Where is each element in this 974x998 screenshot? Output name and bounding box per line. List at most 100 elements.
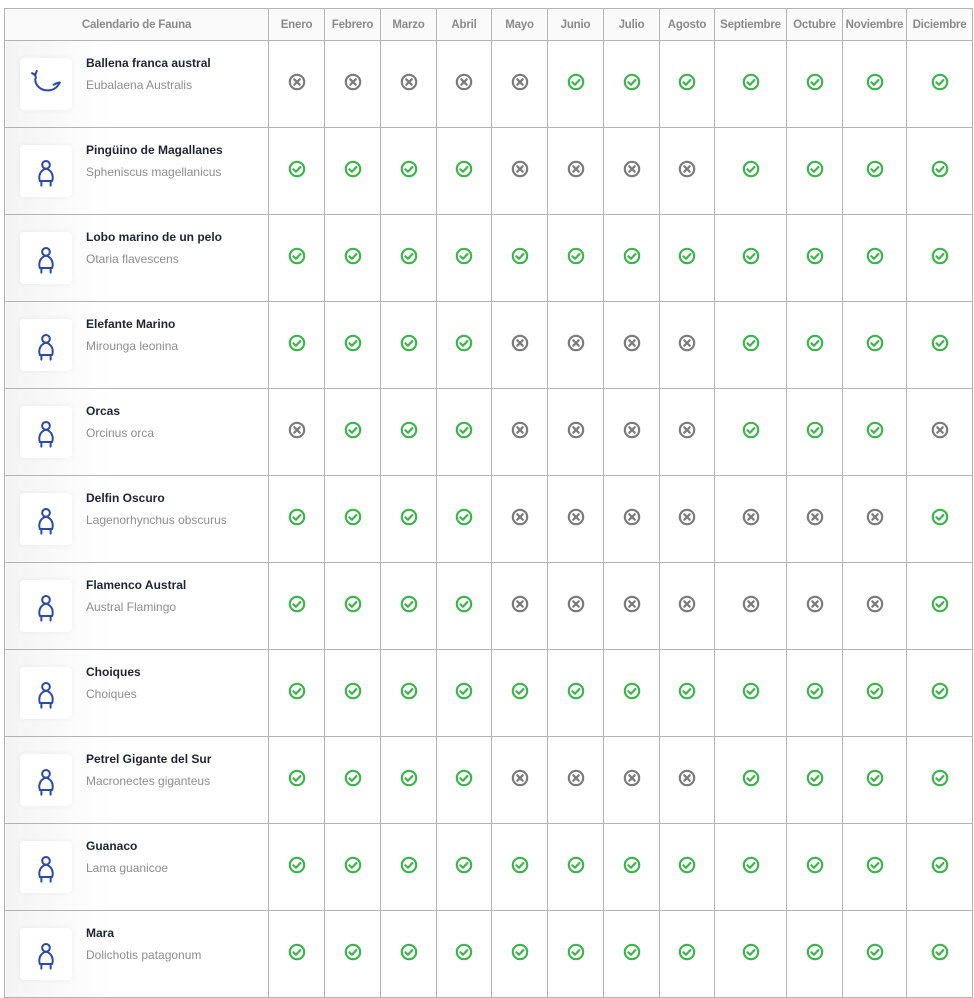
check-circle-icon xyxy=(678,682,696,704)
x-circle-icon xyxy=(866,595,884,617)
check-circle-icon xyxy=(931,247,949,269)
check-circle-icon xyxy=(931,160,949,182)
month-cell xyxy=(714,562,787,650)
check-circle-icon xyxy=(931,943,949,965)
month-cell xyxy=(842,910,907,998)
animal-name: Guanaco xyxy=(86,839,138,853)
month-cell xyxy=(436,388,492,476)
month-cell xyxy=(268,40,325,128)
month-cell xyxy=(268,475,325,563)
check-circle-icon xyxy=(455,334,473,356)
month-cell xyxy=(603,823,660,911)
month-cell xyxy=(436,40,492,128)
check-circle-icon xyxy=(931,682,949,704)
check-circle-icon xyxy=(455,682,473,704)
month-cell xyxy=(906,736,973,824)
month-cell xyxy=(436,214,492,302)
x-circle-icon xyxy=(742,595,760,617)
check-circle-icon xyxy=(400,334,418,356)
month-cell xyxy=(324,562,381,650)
check-circle-icon xyxy=(344,943,362,965)
month-cell xyxy=(603,649,660,737)
month-cell xyxy=(603,910,660,998)
month-cell xyxy=(380,823,437,911)
month-cell xyxy=(786,649,843,737)
header-month-enero: Enero xyxy=(268,8,325,41)
check-circle-icon xyxy=(567,73,585,95)
check-circle-icon xyxy=(931,769,949,791)
month-cell xyxy=(659,214,715,302)
check-circle-icon xyxy=(511,682,529,704)
x-circle-icon xyxy=(806,595,824,617)
month-cell xyxy=(491,388,548,476)
month-cell xyxy=(714,40,787,128)
header-month-julio: Julio xyxy=(603,8,660,41)
check-circle-icon xyxy=(400,682,418,704)
month-cell xyxy=(436,301,492,389)
check-circle-icon xyxy=(344,682,362,704)
animal-name: Lobo marino de un pelo xyxy=(86,230,222,244)
month-cell xyxy=(547,301,604,389)
check-circle-icon xyxy=(866,943,884,965)
month-cell xyxy=(436,736,492,824)
header-title: Calendario de Fauna xyxy=(4,8,269,41)
animal-cell: Ballena franca austral Eubalaena Austral… xyxy=(4,40,269,128)
check-circle-icon xyxy=(288,682,306,704)
month-cell xyxy=(714,127,787,215)
animal-name: Orcas xyxy=(86,404,121,418)
month-cell xyxy=(603,475,660,563)
elephant-seal-icon xyxy=(20,319,72,371)
animal-cell: Lobo marino de un pelo Otaria flavescens xyxy=(4,214,269,302)
animal-name: Ballena franca austral xyxy=(86,56,211,70)
check-circle-icon xyxy=(567,943,585,965)
animal-name: Choiques xyxy=(86,665,141,679)
x-circle-icon xyxy=(623,421,641,443)
check-circle-icon xyxy=(455,943,473,965)
check-circle-icon xyxy=(806,682,824,704)
check-circle-icon xyxy=(288,769,306,791)
sea-lion-icon xyxy=(20,232,72,284)
check-circle-icon xyxy=(678,943,696,965)
month-cell xyxy=(714,649,787,737)
month-cell xyxy=(436,649,492,737)
month-cell xyxy=(380,562,437,650)
month-cell xyxy=(547,823,604,911)
month-cell xyxy=(842,562,907,650)
dolphin-icon xyxy=(20,493,72,545)
month-cell xyxy=(324,649,381,737)
check-circle-icon xyxy=(344,334,362,356)
month-cell xyxy=(380,214,437,302)
month-cell xyxy=(547,562,604,650)
x-circle-icon xyxy=(567,421,585,443)
x-circle-icon xyxy=(344,73,362,95)
month-cell xyxy=(268,736,325,824)
check-circle-icon xyxy=(806,247,824,269)
header-month-agosto: Agosto xyxy=(659,8,715,41)
month-cell xyxy=(842,388,907,476)
check-circle-icon xyxy=(455,856,473,878)
check-circle-icon xyxy=(288,334,306,356)
check-circle-icon xyxy=(567,856,585,878)
header-month-abril: Abril xyxy=(436,8,492,41)
animal-name: Elefante Marino xyxy=(86,317,176,331)
month-cell xyxy=(906,910,973,998)
month-cell xyxy=(491,301,548,389)
x-circle-icon xyxy=(742,508,760,530)
x-circle-icon xyxy=(678,334,696,356)
animal-cell: Pingüino de Magallanes Spheniscus magell… xyxy=(4,127,269,215)
check-circle-icon xyxy=(866,769,884,791)
month-cell xyxy=(842,301,907,389)
month-cell xyxy=(603,562,660,650)
header-row: Calendario de Fauna Enero Febrero Marzo Abr… xyxy=(4,8,973,41)
check-circle-icon xyxy=(931,595,949,617)
check-circle-icon xyxy=(742,769,760,791)
animal-scientific-name: Macronectes giganteus xyxy=(86,774,211,788)
animal-cell: Petrel Gigante del Sur Macronectes gigan… xyxy=(4,736,269,824)
month-cell xyxy=(436,910,492,998)
month-cell xyxy=(547,388,604,476)
check-circle-icon xyxy=(400,247,418,269)
x-circle-icon xyxy=(400,73,418,95)
month-cell xyxy=(547,910,604,998)
table-row: Guanaco Lama guanicoe xyxy=(4,823,973,911)
animal-cell: Mara Dolichotis patagonum xyxy=(4,910,269,998)
